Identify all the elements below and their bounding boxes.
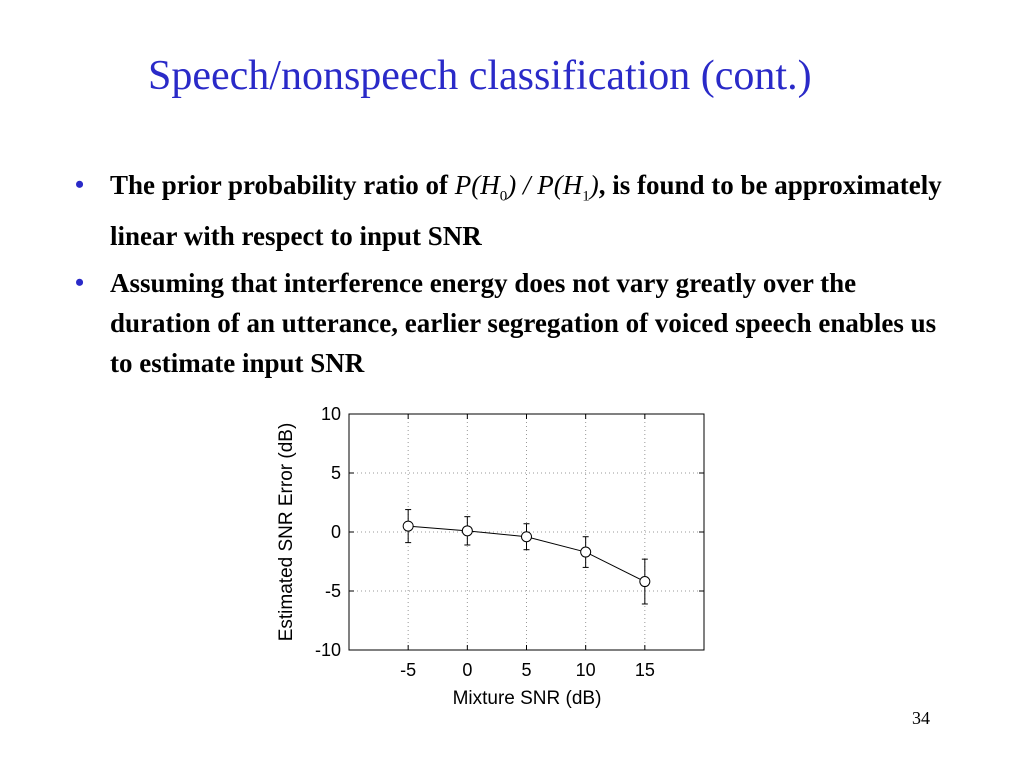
data-point <box>521 531 532 543</box>
y-axis-label: Estimated SNR Error (dB) <box>276 423 297 642</box>
y-tick-label: 10 <box>321 404 341 424</box>
y-tick-label: 0 <box>331 522 341 542</box>
bullet-text-continued: , is found to be approximately linear wi… <box>110 170 942 252</box>
bullet-dot-icon: • <box>75 268 85 298</box>
x-tick-label: 10 <box>576 660 596 680</box>
x-tick-label: 5 <box>521 660 531 680</box>
chart-series <box>402 509 651 605</box>
x-tick-label: -5 <box>400 660 416 680</box>
slide-title: Speech/nonspeech classification (cont.) <box>148 53 812 99</box>
bullet-list: • The prior probability ratio of P(H0) /… <box>75 165 955 390</box>
data-point <box>580 546 592 558</box>
page-number: 34 <box>912 708 930 728</box>
data-point <box>639 576 651 588</box>
bullet-dot-icon: • <box>75 170 85 199</box>
chart-grid <box>349 414 704 650</box>
bullet-text: Assuming that interference energy does n… <box>110 268 937 379</box>
data-point <box>461 525 473 537</box>
x-axis-label: Mixture SNR (dB) <box>453 688 602 709</box>
bullet-item-estimate-snr: • Assuming that interference energy does… <box>75 263 955 383</box>
y-tick-label: 5 <box>331 463 341 483</box>
bullet-item-prior-ratio: • The prior probability ratio of P(H0) /… <box>75 165 955 256</box>
x-tick-label: 15 <box>635 660 655 680</box>
bullet-text: The prior probability ratio of <box>110 170 455 200</box>
chart-ticks: -5 0 5 10 15 10 5 0 -5 -10 <box>315 404 704 680</box>
y-tick-label: -5 <box>325 581 341 601</box>
y-tick-label: -10 <box>315 640 341 660</box>
x-tick-label: 0 <box>462 660 472 680</box>
data-point <box>402 520 414 532</box>
probability-ratio-formula: P(H0) / P(H1) <box>454 170 599 205</box>
